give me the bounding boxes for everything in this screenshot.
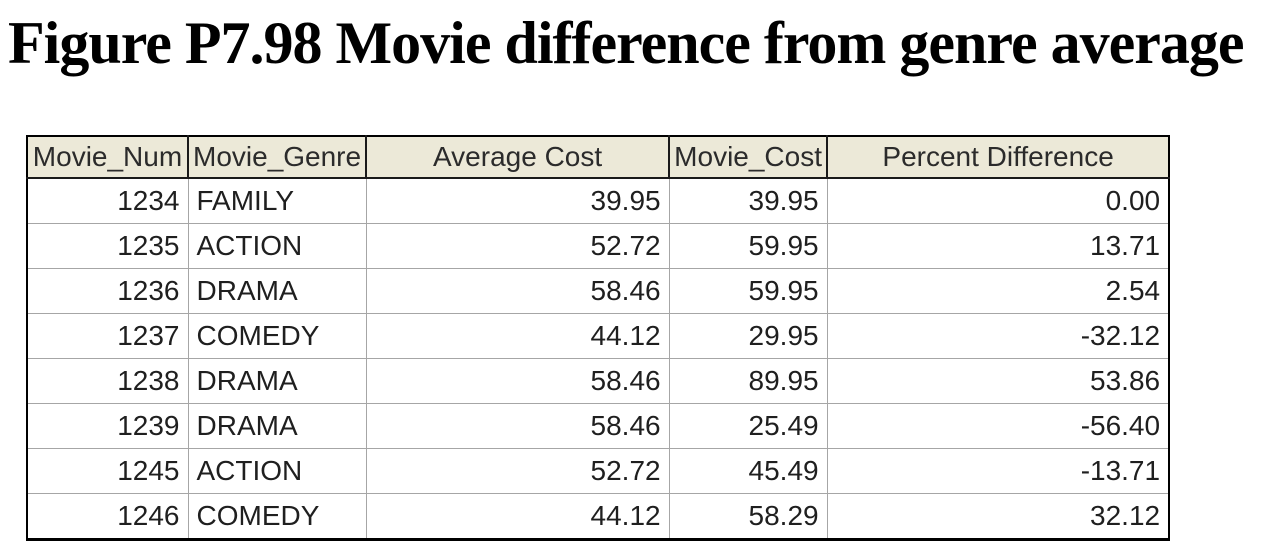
cell-movie-num: 1239 [27, 403, 188, 449]
cell-percent-difference: -13.71 [826, 448, 1170, 494]
cell-movie-cost: 58.29 [668, 493, 828, 540]
column-header-average-cost: Average Cost [365, 136, 670, 179]
cell-movie-num: 1246 [27, 493, 188, 540]
table-row: 1234 FAMILY 39.95 39.95 0.00 [27, 178, 1170, 224]
cell-movie-num: 1234 [27, 178, 188, 224]
cell-movie-cost: 39.95 [668, 178, 828, 224]
cell-movie-cost: 29.95 [668, 313, 828, 359]
cell-percent-difference: 0.00 [826, 178, 1170, 224]
cell-average-cost: 52.72 [365, 223, 670, 269]
column-header-movie-num: Movie_Num [27, 136, 188, 179]
cell-percent-difference: -32.12 [826, 313, 1170, 359]
table-body: 1234 FAMILY 39.95 39.95 0.00 1235 ACTION 52.72 5… [27, 178, 1170, 540]
cell-average-cost: 44.12 [365, 493, 670, 540]
table-row: 1246 COMEDY 44.12 58.29 32.12 [27, 493, 1170, 540]
column-header-movie-genre: Movie_Genre [186, 136, 367, 179]
cell-movie-genre: ACTION [187, 223, 367, 269]
cell-movie-genre: FAMILY [187, 178, 367, 224]
table-row: 1245 ACTION 52.72 45.49 -13.71 [27, 448, 1170, 494]
cell-movie-cost: 59.95 [668, 223, 828, 269]
cell-percent-difference: 13.71 [826, 223, 1170, 269]
cell-movie-genre: DRAMA [187, 403, 367, 449]
cell-movie-genre: COMEDY [187, 493, 367, 540]
table-row: 1237 COMEDY 44.12 29.95 -32.12 [27, 313, 1170, 359]
cell-average-cost: 58.46 [365, 403, 670, 449]
table-row: 1239 DRAMA 58.46 25.49 -56.40 [27, 403, 1170, 449]
cell-average-cost: 58.46 [365, 358, 670, 404]
cell-percent-difference: -56.40 [826, 403, 1170, 449]
cell-movie-cost: 59.95 [668, 268, 828, 314]
cell-average-cost: 39.95 [365, 178, 670, 224]
cell-movie-genre: DRAMA [187, 358, 367, 404]
cell-movie-genre: DRAMA [187, 268, 367, 314]
cell-movie-num: 1245 [27, 448, 188, 494]
cell-movie-num: 1238 [27, 358, 188, 404]
cell-percent-difference: 53.86 [826, 358, 1170, 404]
column-header-percent-difference: Percent Difference [826, 136, 1170, 179]
figure-title: Figure P7.98 Movie difference from genre… [8, 10, 1244, 76]
movie-table: Movie_Num Movie_Genre Average Cost Movie… [26, 135, 1171, 541]
column-header-movie-cost: Movie_Cost [668, 136, 828, 179]
cell-average-cost: 52.72 [365, 448, 670, 494]
cell-movie-num: 1236 [27, 268, 188, 314]
cell-movie-cost: 25.49 [668, 403, 828, 449]
table-header: Movie_Num Movie_Genre Average Cost Movie… [27, 136, 1170, 179]
cell-average-cost: 58.46 [365, 268, 670, 314]
cell-movie-cost: 89.95 [668, 358, 828, 404]
cell-movie-num: 1235 [27, 223, 188, 269]
cell-percent-difference: 32.12 [826, 493, 1170, 540]
movie-table-container: Movie_Num Movie_Genre Average Cost Movie… [26, 135, 1171, 541]
cell-movie-num: 1237 [27, 313, 188, 359]
header-row: Movie_Num Movie_Genre Average Cost Movie… [27, 136, 1170, 179]
table-row: 1236 DRAMA 58.46 59.95 2.54 [27, 268, 1170, 314]
cell-average-cost: 44.12 [365, 313, 670, 359]
cell-movie-genre: COMEDY [187, 313, 367, 359]
cell-movie-genre: ACTION [187, 448, 367, 494]
cell-percent-difference: 2.54 [826, 268, 1170, 314]
cell-movie-cost: 45.49 [668, 448, 828, 494]
table-row: 1238 DRAMA 58.46 89.95 53.86 [27, 358, 1170, 404]
table-row: 1235 ACTION 52.72 59.95 13.71 [27, 223, 1170, 269]
